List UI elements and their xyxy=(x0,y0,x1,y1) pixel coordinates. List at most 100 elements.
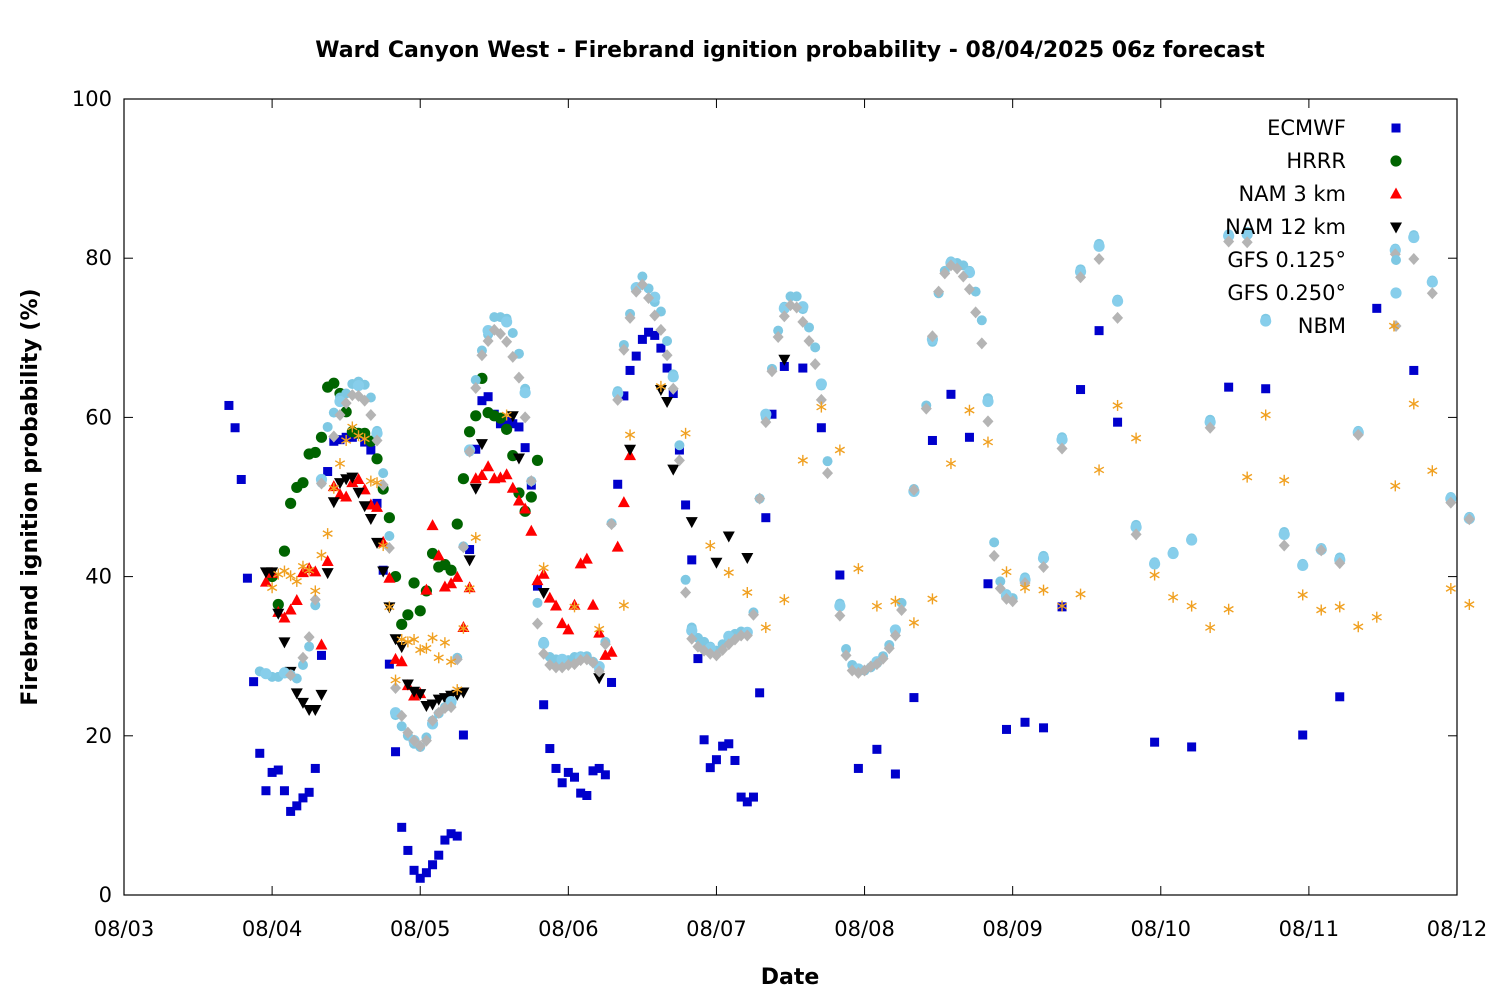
data-point-nbm xyxy=(365,409,377,422)
data-point-gfs-0-125 xyxy=(791,291,802,302)
data-point-gfs-0-250 xyxy=(1426,276,1438,288)
data-point-ecmwf xyxy=(964,432,974,442)
data-point-ecmwf xyxy=(687,555,697,565)
data-point-nam-12-km xyxy=(506,411,519,423)
chart-title: Ward Canyon West - Firebrand ignition pr… xyxy=(315,38,1265,63)
data-point-nbm xyxy=(396,633,407,645)
data-point-nbm xyxy=(1334,557,1346,570)
data-point-nbm xyxy=(963,283,975,296)
data-point-nbm xyxy=(1241,236,1253,249)
data-point-ecmwf xyxy=(619,391,629,401)
data-point-nbm xyxy=(1445,583,1456,595)
data-point-ecmwf xyxy=(440,835,450,845)
data-point-nam-12-km xyxy=(333,478,346,490)
data-point-gfs-0-250 xyxy=(815,378,827,390)
data-point-ecmwf xyxy=(890,769,900,779)
data-point-ecmwf xyxy=(477,396,487,406)
data-point-nbm xyxy=(1278,539,1290,552)
x-tick-label: 08/05 xyxy=(390,917,451,941)
data-point-nbm xyxy=(908,617,920,629)
data-point-ecmwf xyxy=(1372,303,1382,313)
data-point-nam-3-km xyxy=(580,552,593,564)
legend-marker xyxy=(1391,255,1401,265)
data-point-nbm xyxy=(390,682,402,695)
data-point-gfs-0-250 xyxy=(1186,534,1198,546)
data-point-nam-3-km xyxy=(549,599,562,611)
data-point-gfs-0-125 xyxy=(507,328,518,339)
data-point-nbm xyxy=(315,477,327,490)
y-tick-label: 40 xyxy=(85,565,112,589)
data-point-ecmwf xyxy=(681,500,691,510)
legend-label: GFS 0.125° xyxy=(1227,248,1346,272)
data-point-nam-3-km xyxy=(278,611,291,623)
data-point-nbm xyxy=(889,629,901,642)
data-point-nbm xyxy=(1038,561,1050,574)
data-point-ecmwf xyxy=(428,860,438,870)
data-point-ecmwf xyxy=(452,831,462,841)
data-point-nbm xyxy=(797,315,809,328)
data-point-nbm xyxy=(1112,311,1124,324)
data-point-nbm xyxy=(279,565,290,577)
data-point-ecmwf xyxy=(267,767,277,777)
data-point-nam-3-km xyxy=(525,524,538,536)
data-point-nbm xyxy=(803,334,815,347)
data-point-nbm xyxy=(982,415,994,428)
data-point-ecmwf xyxy=(588,766,598,776)
data-point-nbm xyxy=(1427,465,1438,477)
data-point-nbm xyxy=(1279,474,1290,486)
legend-label: HRRR xyxy=(1286,149,1346,173)
data-point-nbm xyxy=(1130,432,1142,444)
data-point-nbm xyxy=(1297,589,1308,601)
data-point-ecmwf xyxy=(724,739,734,749)
y-tick-label: 100 xyxy=(72,87,112,111)
data-point-nbm xyxy=(1007,595,1019,608)
data-point-nbm xyxy=(550,661,562,674)
data-point-ecmwf xyxy=(532,581,542,591)
data-point-nbm xyxy=(1038,584,1049,596)
data-point-nbm xyxy=(1316,604,1327,616)
data-point-ecmwf xyxy=(983,579,993,589)
data-point-ecmwf xyxy=(446,829,456,839)
data-point-nbm xyxy=(340,397,352,410)
data-point-nam-12-km xyxy=(309,705,322,717)
data-point-ecmwf xyxy=(613,479,623,489)
series-nam-12-km-triangle-down xyxy=(259,354,791,717)
data-point-nbm xyxy=(612,393,624,406)
data-point-nam-12-km xyxy=(469,483,482,495)
data-point-ecmwf xyxy=(242,573,252,583)
data-point-nam-3-km xyxy=(432,549,445,561)
data-point-gfs-0-250 xyxy=(834,600,846,612)
data-point-ecmwf xyxy=(304,787,314,797)
data-point-ecmwf xyxy=(1076,385,1086,395)
data-point-nam-3-km xyxy=(451,570,464,582)
data-point-ecmwf xyxy=(236,474,246,484)
data-point-nam-12-km xyxy=(296,697,309,709)
data-point-nbm xyxy=(834,444,845,456)
data-point-ecmwf xyxy=(909,693,919,703)
data-point-ecmwf xyxy=(286,806,296,816)
data-point-ecmwf xyxy=(736,792,746,802)
data-point-gfs-0-250 xyxy=(1408,231,1420,244)
data-point-nbm xyxy=(470,532,481,544)
data-point-nbm xyxy=(655,380,667,392)
data-point-gfs-0-250 xyxy=(1241,228,1253,240)
data-point-nbm xyxy=(390,674,401,686)
data-point-nbm xyxy=(599,638,611,651)
data-point-nbm xyxy=(649,309,661,322)
data-point-nbm xyxy=(976,337,988,350)
series-nbm-asterisk xyxy=(266,380,1475,696)
data-point-nbm xyxy=(519,411,531,424)
data-point-nbm xyxy=(396,709,408,722)
y-tick-label: 0 xyxy=(99,883,112,907)
data-point-gfs-0-125 xyxy=(396,721,407,732)
data-point-nbm xyxy=(624,311,636,324)
data-point-ecmwf xyxy=(1335,692,1345,702)
data-point-nbm xyxy=(365,475,376,487)
legend-marker xyxy=(1390,320,1402,332)
data-point-ecmwf xyxy=(409,865,419,875)
data-point-nbm xyxy=(1223,235,1235,248)
x-tick-label: 08/07 xyxy=(686,917,747,941)
data-point-gfs-0-125 xyxy=(322,421,333,432)
data-point-nbm xyxy=(1149,569,1160,581)
data-point-nbm xyxy=(501,335,513,348)
